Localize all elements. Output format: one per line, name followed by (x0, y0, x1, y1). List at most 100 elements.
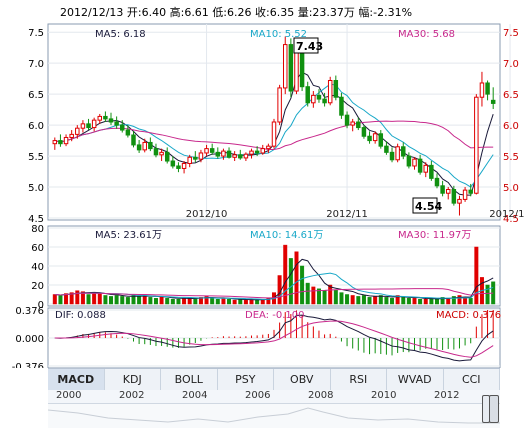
macd-lines (54, 314, 494, 362)
volume-bar (193, 298, 198, 305)
timeline-left-handle[interactable] (482, 395, 490, 423)
candle-body (80, 123, 86, 129)
candle-body (406, 155, 412, 167)
tab-macd[interactable]: MACD (48, 369, 105, 391)
volume-moving-averages (54, 258, 494, 301)
candle-body (395, 146, 400, 161)
candle-body (378, 133, 384, 147)
volume-bar (468, 298, 473, 305)
volume-bar (434, 299, 439, 305)
volume-bar (232, 299, 237, 305)
macd-axis: -0.376 0.000 0.376 (12, 306, 44, 368)
candle-body (69, 133, 74, 138)
volume-bar (80, 291, 85, 305)
timeline-right-handle[interactable] (489, 395, 499, 423)
candle-body (114, 121, 119, 126)
volume-ma30-line (54, 288, 494, 299)
max-price-label: 7.43 (296, 40, 323, 53)
candle-body (423, 164, 428, 173)
price-tick-label-right: 6.0 (503, 121, 519, 132)
candle-body (474, 96, 479, 194)
price-tick-label: 6.0 (28, 121, 44, 132)
price-tick-label: 7.0 (28, 59, 44, 70)
timeline-year-label: 2008 (308, 390, 334, 401)
volume-bar (457, 295, 462, 305)
volume-bar (227, 299, 232, 305)
price-tick-label-right: 5.5 (503, 152, 519, 163)
timeline-navigator[interactable] (47, 395, 500, 428)
volume-bar (75, 290, 80, 305)
tab-cci[interactable]: CCI (444, 369, 500, 391)
volume-bar (92, 292, 97, 305)
volume-bar (288, 258, 293, 305)
volume-bar (300, 265, 305, 305)
timeline-year-label: 2006 (245, 390, 271, 401)
volume-bar (395, 295, 400, 305)
volume-bar (58, 295, 63, 305)
candle-body (485, 82, 490, 95)
tab-psy[interactable]: PSY (218, 369, 274, 391)
candle-body (103, 115, 108, 120)
candle-body (204, 148, 209, 154)
candle-body (327, 80, 333, 104)
month-tick-label: 2012/11 (326, 209, 368, 220)
chart-canvas[interactable]: 4.5 4.5 5.0 5.0 5.5 5.5 6.0 6.0 6.5 6.5 7.0 7.0 7.5 7… (0, 0, 525, 368)
volume-bar (412, 298, 417, 305)
timeline-year-label: 2012 (434, 390, 460, 401)
min-price-marker: 4.54 (412, 197, 442, 214)
price-ma30-label: MA30: 5.68 (398, 29, 455, 40)
volume-bar (451, 296, 456, 305)
candle-body (457, 198, 462, 204)
candle-body (434, 177, 440, 187)
candle-body (384, 145, 389, 153)
volume-bar (384, 297, 389, 305)
candle-body (277, 87, 282, 123)
quote-open: 开:6.40 (126, 6, 167, 19)
candle-body (468, 189, 473, 194)
candle-body (181, 162, 187, 169)
candle-body (131, 134, 136, 146)
tab-boll[interactable]: BOLL (161, 369, 218, 391)
tab-rsi[interactable]: RSI (331, 369, 387, 391)
volume-bar (238, 299, 243, 305)
candle-body (108, 118, 114, 123)
month-tick-label: 2012/10 (186, 209, 228, 220)
candle-body (299, 50, 305, 88)
price-ma10-label: MA10: 5.52 (250, 29, 307, 40)
candle-body (52, 140, 58, 145)
quote-header: 2012/12/13 开:6.40 高:6.61 低:6.26 收:6.35 量… (60, 4, 412, 20)
volume-tick-label: 20 (31, 281, 44, 292)
volume-bar (311, 286, 316, 305)
quote-low: 低:6.26 (212, 6, 252, 19)
candle-body (238, 154, 243, 159)
volume-ma30-label: MA30: 11.97万 (398, 230, 471, 241)
timeline-years: 2000 2002 2004 2006 2008 2010 2012 (48, 390, 500, 403)
candle-body (232, 154, 237, 158)
tab-wvad[interactable]: WVAD (387, 369, 444, 391)
candle-body (243, 153, 249, 159)
candle-body (176, 165, 181, 169)
volume-bar (356, 296, 361, 305)
volume-tick-label: 0 (38, 300, 44, 311)
candle-body (170, 160, 176, 167)
tab-kdj[interactable]: KDJ (105, 369, 161, 391)
macd-value-label: MACD: 0.376 (436, 310, 501, 321)
candle-body (164, 151, 170, 162)
volume-bar (221, 298, 226, 305)
tab-obv[interactable]: OBV (274, 369, 331, 391)
volume-bar (176, 299, 181, 305)
candle-body (412, 158, 417, 167)
volume-tick-label: 40 (31, 262, 44, 273)
candle-body (198, 152, 204, 160)
price-ma5-label: MA5: 6.18 (95, 29, 146, 40)
price-tick-label: 5.5 (28, 152, 44, 163)
max-price-marker: 7.43 (293, 37, 323, 54)
macd-tick-label: 0.000 (15, 334, 44, 345)
candle-body (187, 156, 192, 164)
volume-bar (204, 296, 209, 305)
volume-ma5-label: MA5: 23.61万 (95, 230, 162, 241)
candle-body (260, 148, 266, 154)
month-axis: 2012/10 2012/11 2012/12 (186, 209, 525, 220)
candle-body (271, 121, 277, 147)
macd-tick-label: 0.376 (15, 306, 44, 317)
